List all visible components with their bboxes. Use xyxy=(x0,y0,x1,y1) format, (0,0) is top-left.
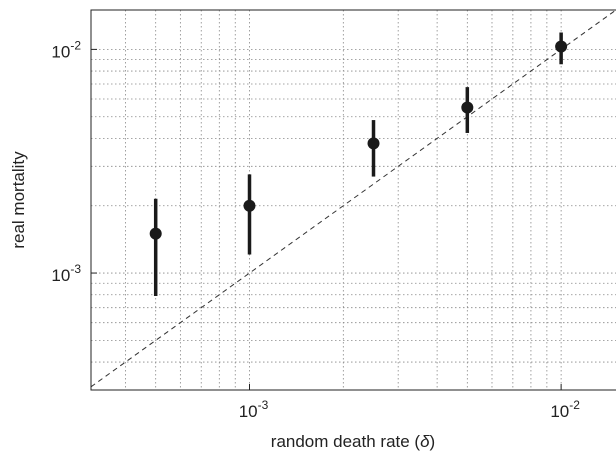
tick-exponent: -2 xyxy=(569,398,580,412)
tick-label: 10-3 xyxy=(239,398,269,421)
x-axis-label: random death rate (δ) xyxy=(271,432,435,451)
tick-exponent: -2 xyxy=(70,38,81,52)
data-point xyxy=(243,199,256,212)
tick-exponent: -3 xyxy=(258,398,269,412)
tick-base: 10 xyxy=(550,402,569,421)
x-label-symbol: δ xyxy=(420,432,430,451)
tick-base: 10 xyxy=(51,42,70,61)
axes-frame xyxy=(90,9,616,391)
data-point xyxy=(367,137,380,150)
data-point xyxy=(461,101,474,114)
tick-base: 10 xyxy=(239,402,258,421)
x-label-end: ) xyxy=(430,432,436,451)
data-point xyxy=(555,40,568,53)
reference-line xyxy=(90,9,616,388)
tick-label: 10-3 xyxy=(51,262,81,285)
tick-base: 10 xyxy=(51,266,70,285)
x-label-text: random death rate ( xyxy=(271,432,421,451)
tick-label: 10-2 xyxy=(550,398,580,421)
y-axis-label: real mortality xyxy=(9,151,28,249)
data-point xyxy=(149,227,162,240)
tick-label: 10-2 xyxy=(51,38,81,61)
tick-exponent: -3 xyxy=(70,262,81,276)
